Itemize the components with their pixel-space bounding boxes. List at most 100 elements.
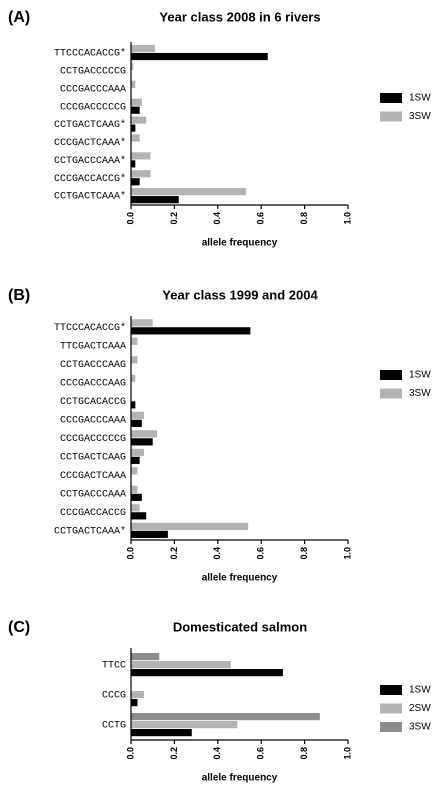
chart-title: Domesticated salmon (173, 619, 307, 634)
x-tick-label: 0.4 (212, 747, 222, 760)
category-label: CCCGACCACCG* (54, 173, 126, 185)
bar (131, 699, 138, 707)
bar (131, 134, 140, 142)
x-tick-label: 1.0 (342, 547, 352, 560)
bar (131, 661, 231, 669)
bar (131, 327, 251, 335)
category-label: CCCGACCACCG (60, 508, 126, 519)
x-tick-label: 0.8 (299, 212, 309, 225)
bar (131, 152, 151, 160)
bar (131, 493, 142, 501)
legend-label: 3SW (409, 111, 431, 122)
bar (131, 691, 145, 699)
category-label: CCTGACCCAAA (60, 489, 126, 500)
bar (131, 170, 151, 178)
bar (131, 44, 155, 53)
x-tick-label: 0.0 (125, 547, 135, 560)
category-label: CCTGACTCAAG (60, 452, 126, 463)
bar (131, 485, 138, 493)
x-tick-label: 0.8 (299, 747, 309, 760)
legend-swatch (380, 111, 402, 122)
x-tick-label: 0.6 (256, 747, 266, 760)
bar (131, 653, 160, 661)
legend-label: 1SW (409, 685, 431, 696)
bar (131, 98, 142, 106)
panel-label: (C) (8, 619, 30, 636)
bar (131, 512, 147, 520)
category-label: CCCGACCCAAG (60, 378, 126, 389)
bar (131, 448, 145, 456)
category-label: CCCGACCCAAA (60, 84, 126, 95)
chart-title: Year class 1999 and 2004 (162, 287, 318, 302)
legend-label: 2SW (409, 703, 431, 714)
x-tick-label: 1.0 (342, 212, 352, 225)
x-axis-label: allele frequency (202, 238, 278, 249)
category-label: TTCC (102, 661, 126, 672)
category-label: CCTG (102, 721, 126, 732)
x-tick-label: 0.6 (256, 212, 266, 225)
x-tick-label: 1.0 (342, 747, 352, 760)
category-label: CCTGACTCAAG* (54, 119, 126, 131)
bar (131, 178, 140, 186)
x-axis-label: allele frequency (202, 773, 278, 784)
legend-swatch (380, 703, 402, 714)
bar (131, 337, 138, 345)
legend-swatch (380, 93, 402, 103)
category-label: CCCGACCCCCG (60, 102, 126, 113)
legend-label: 3SW (409, 722, 431, 733)
bar (131, 713, 320, 721)
category-label: CCCGACTCAAA (60, 471, 126, 482)
bar (131, 106, 140, 114)
bar (131, 374, 136, 382)
category-label: CCTGACTCAAA* (54, 525, 126, 537)
bar (131, 319, 153, 327)
bar (131, 430, 158, 438)
x-tick-label: 0.0 (125, 747, 135, 760)
legend-label: 1SW (409, 93, 431, 104)
x-tick-label: 0.6 (256, 547, 266, 560)
category-label: CCCGACTCAAA* (54, 137, 126, 149)
bar (131, 196, 179, 204)
panel-label: (A) (8, 9, 30, 26)
x-tick-label: 0.2 (169, 747, 179, 760)
bar (131, 160, 136, 168)
bar (131, 669, 283, 677)
category-label: CCTGACCCAAA* (54, 155, 126, 167)
bar (131, 52, 268, 61)
panel-label: (B) (8, 287, 30, 304)
bar (131, 124, 136, 132)
x-tick-label: 0.8 (299, 547, 309, 560)
category-label: CCTGACCCCCG (60, 66, 126, 77)
bar (131, 504, 140, 512)
legend-swatch (380, 388, 402, 399)
bar (131, 522, 249, 530)
bar (131, 116, 147, 124)
category-label: CCCG (102, 691, 126, 702)
bar (131, 456, 140, 464)
x-tick-label: 0.2 (169, 547, 179, 560)
bar (131, 530, 168, 538)
category-label: CCCGACCCCCG (60, 434, 126, 445)
bar (131, 411, 145, 419)
bar (131, 62, 134, 71)
bar (131, 438, 153, 446)
bar (131, 80, 136, 88)
x-axis-label: allele frequency (202, 573, 278, 584)
category-label: CCCGACCCAAA (60, 415, 126, 426)
category-label: TTCCCACACCG* (54, 322, 126, 334)
bar (131, 467, 138, 475)
legend-label: 3SW (409, 388, 431, 399)
legend-swatch (380, 722, 402, 732)
category-label: CCTGCACACCG (60, 397, 126, 408)
legend-swatch (380, 685, 402, 695)
category-label: CCTGACCCAAG (60, 360, 126, 371)
bar (131, 419, 142, 427)
legend-swatch (380, 370, 402, 380)
bar (131, 721, 238, 729)
bar (131, 188, 247, 196)
bar (131, 356, 138, 364)
bar (131, 401, 136, 409)
legend-label: 1SW (409, 370, 431, 381)
x-tick-label: 0.2 (169, 212, 179, 225)
